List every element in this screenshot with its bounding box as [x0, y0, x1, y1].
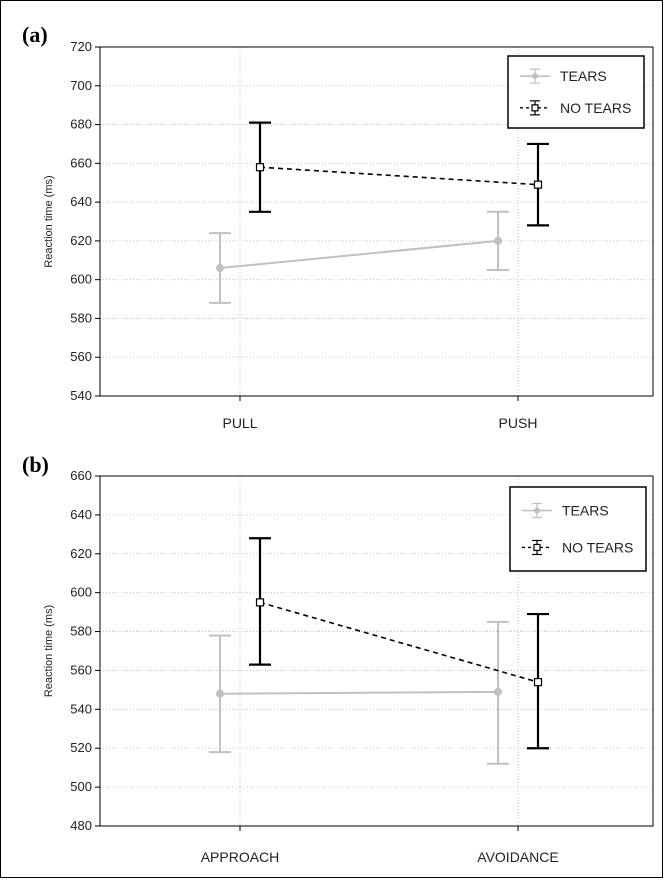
- series-line: [259, 166, 539, 186]
- y-tick-label: 680: [70, 117, 92, 132]
- x-tick-label: AVOIDANCE: [477, 849, 558, 865]
- plot-frame: [99, 46, 654, 397]
- legend: TEARS NO TEARS: [507, 55, 645, 129]
- x-tick-label: APPROACH: [201, 849, 280, 865]
- legend-label: NO TEARS: [562, 539, 633, 555]
- y-tick-label: 540: [70, 388, 92, 403]
- y-tick-label: 540: [70, 701, 92, 716]
- legend-box: [509, 486, 647, 572]
- legend-label: TEARS: [560, 68, 607, 84]
- y-tick-label: 520: [70, 740, 92, 755]
- legend-label: TEARS: [562, 503, 609, 519]
- y-tick-label: 580: [70, 310, 92, 325]
- legend-box: [507, 55, 645, 129]
- legend-label: NO TEARS: [560, 100, 631, 116]
- y-tick-label: 660: [70, 468, 92, 483]
- series-no-tears: [249, 537, 549, 750]
- legend-swatch-marker: [531, 104, 539, 112]
- plot-frame: [99, 475, 654, 827]
- y-tick-label: 500: [70, 779, 92, 794]
- series-line: [259, 601, 539, 683]
- y-tick-label: 620: [70, 233, 92, 248]
- y-tick-label: 700: [70, 78, 92, 93]
- legend: TEARS NO TEARS: [509, 486, 647, 572]
- y-tick-label: 640: [70, 194, 92, 209]
- data-point: [216, 264, 224, 273]
- y-tick-label: 480: [70, 818, 92, 833]
- x-tick-label: PULL: [222, 415, 257, 431]
- legend-swatch-marker: [533, 543, 541, 552]
- panel-label: (a): [22, 22, 48, 47]
- data-point: [255, 163, 265, 172]
- data-point: [494, 687, 502, 696]
- series-no-tears: [249, 121, 549, 227]
- y-tick-label: 600: [70, 272, 92, 287]
- data-point: [255, 598, 265, 607]
- y-tick-label: 560: [70, 662, 92, 677]
- y-axis-label: Reaction time (ms): [43, 175, 55, 267]
- y-tick-label: 620: [70, 546, 92, 561]
- series-line: [219, 239, 499, 270]
- data-point: [216, 689, 224, 698]
- chart-panel-1: 540 560 580 600 620 640 660 680 700 720 PULL PUSH Re…: [22, 22, 654, 431]
- y-axis-label: Reaction time (ms): [43, 605, 55, 697]
- data-point: [533, 180, 543, 189]
- y-tick-label: 640: [70, 507, 92, 522]
- x-tick-label: PUSH: [499, 415, 538, 431]
- data-point: [533, 678, 543, 687]
- legend-swatch-marker: [532, 73, 538, 80]
- series-tears: [209, 620, 509, 765]
- y-tick-label: 580: [70, 624, 92, 639]
- y-tick-label: 660: [70, 155, 92, 170]
- series-tears: [209, 210, 509, 304]
- legend-swatch-marker: [534, 507, 540, 514]
- y-tick-label: 720: [70, 39, 92, 54]
- chart-panel-2: 480 500 520 540 560 580 600 620 640 660 APPROACH AV…: [22, 452, 654, 865]
- data-point: [494, 236, 502, 245]
- panel-label: (b): [22, 452, 49, 477]
- y-tick-label: 560: [70, 349, 92, 364]
- series-line: [219, 690, 499, 695]
- y-tick-label: 600: [70, 585, 92, 600]
